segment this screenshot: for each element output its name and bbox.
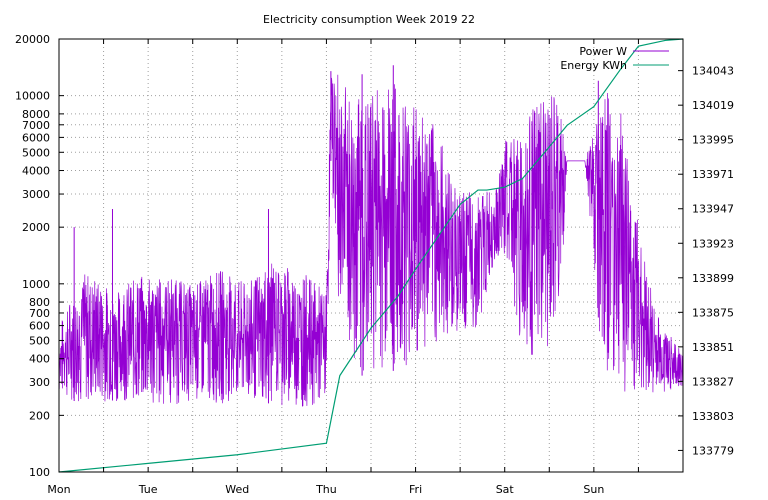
- legend-label-power: Power W: [579, 45, 627, 58]
- y-left-tick-label: 200: [29, 409, 50, 422]
- power-line: [58, 74, 684, 407]
- y-left-tick-label: 100: [29, 466, 50, 479]
- y-left-tick-label: 500: [29, 334, 50, 347]
- x-tick-label: Sun: [583, 483, 604, 496]
- x-tick-label: Wed: [225, 483, 249, 496]
- y-left-tick-label: 4000: [22, 165, 50, 178]
- energy-series: [58, 38, 684, 473]
- y-right-tick-label: 133923: [692, 237, 734, 250]
- y-left-tick-label: 3000: [22, 188, 50, 201]
- chart-title: Electricity consumption Week 2019 22: [263, 13, 475, 26]
- x-tick-label: Tue: [138, 483, 158, 496]
- x-tick-label: Mon: [47, 483, 70, 496]
- energy-line: [58, 38, 684, 473]
- y-left-tick-label: 400: [29, 353, 50, 366]
- y-left-tick-label: 2000: [22, 221, 50, 234]
- y-left-tick-label: 300: [29, 376, 50, 389]
- y-left-tick-label: 20000: [15, 33, 50, 46]
- y-right-tick-label: 134043: [692, 65, 734, 78]
- y-left-tick-label: 700: [29, 307, 50, 320]
- legend-label-energy: Energy KWh: [560, 59, 627, 72]
- y-left-tick-label: 800: [29, 296, 50, 309]
- y-right-tick-label: 133971: [692, 168, 734, 181]
- legend: Power W Energy KWh: [560, 45, 669, 72]
- power-series: [58, 65, 684, 407]
- y-right-tick-label: 133947: [692, 203, 734, 216]
- x-tick-label: Fri: [409, 483, 422, 496]
- y-left-tick-label: 7000: [22, 119, 50, 132]
- y-right-tick-label: 133899: [692, 272, 734, 285]
- y-right-tick-label: 133827: [692, 375, 734, 388]
- x-tick-label: Thu: [315, 483, 337, 496]
- y-right-tick-label: 134019: [692, 99, 734, 112]
- x-tick-label: Sat: [496, 483, 515, 496]
- y-right-tick-label: 133851: [692, 341, 734, 354]
- y-right-tick-label: 133995: [692, 134, 734, 147]
- y-left-tick-label: 10000: [15, 90, 50, 103]
- y-right-tick-label: 133875: [692, 306, 734, 319]
- y-right-tick-label: 133779: [692, 444, 734, 457]
- y-left-tick-label: 600: [29, 320, 50, 333]
- y-left-tick-label: 8000: [22, 108, 50, 121]
- y-left-tick-label: 5000: [22, 146, 50, 159]
- y-right-tick-label: 133803: [692, 410, 734, 423]
- y-left-tick-label: 1000: [22, 278, 50, 291]
- y-left-tick-label: 6000: [22, 131, 50, 144]
- axis-ticks: Mon Tue Wed Thu Fri Sat Sun1002003004005006007…: [15, 33, 734, 496]
